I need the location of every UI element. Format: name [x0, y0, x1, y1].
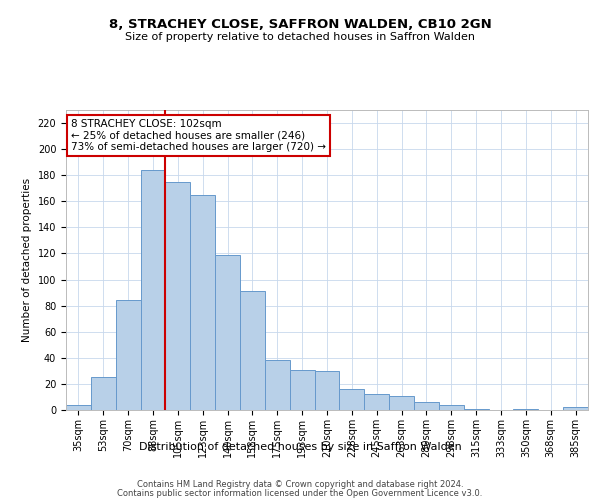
- Y-axis label: Number of detached properties: Number of detached properties: [22, 178, 32, 342]
- Bar: [364, 394, 389, 410]
- Text: 8, STRACHEY CLOSE, SAFFRON WALDEN, CB10 2GN: 8, STRACHEY CLOSE, SAFFRON WALDEN, CB10 …: [109, 18, 491, 30]
- Bar: [66, 405, 91, 410]
- Text: 8 STRACHEY CLOSE: 102sqm
← 25% of detached houses are smaller (246)
73% of semi-: 8 STRACHEY CLOSE: 102sqm ← 25% of detach…: [71, 119, 326, 152]
- Bar: [340, 389, 364, 410]
- Bar: [116, 300, 140, 410]
- Text: Size of property relative to detached houses in Saffron Walden: Size of property relative to detached ho…: [125, 32, 475, 42]
- Bar: [514, 408, 538, 410]
- Bar: [190, 195, 215, 410]
- Bar: [166, 182, 190, 410]
- Bar: [265, 360, 290, 410]
- Bar: [240, 292, 265, 410]
- Bar: [439, 405, 464, 410]
- Text: Contains public sector information licensed under the Open Government Licence v3: Contains public sector information licen…: [118, 489, 482, 498]
- Text: Contains HM Land Registry data © Crown copyright and database right 2024.: Contains HM Land Registry data © Crown c…: [137, 480, 463, 489]
- Text: Distribution of detached houses by size in Saffron Walden: Distribution of detached houses by size …: [139, 442, 461, 452]
- Bar: [414, 402, 439, 410]
- Bar: [389, 396, 414, 410]
- Bar: [314, 371, 340, 410]
- Bar: [290, 370, 314, 410]
- Bar: [91, 378, 116, 410]
- Bar: [140, 170, 166, 410]
- Bar: [464, 408, 488, 410]
- Bar: [563, 408, 588, 410]
- Bar: [215, 255, 240, 410]
